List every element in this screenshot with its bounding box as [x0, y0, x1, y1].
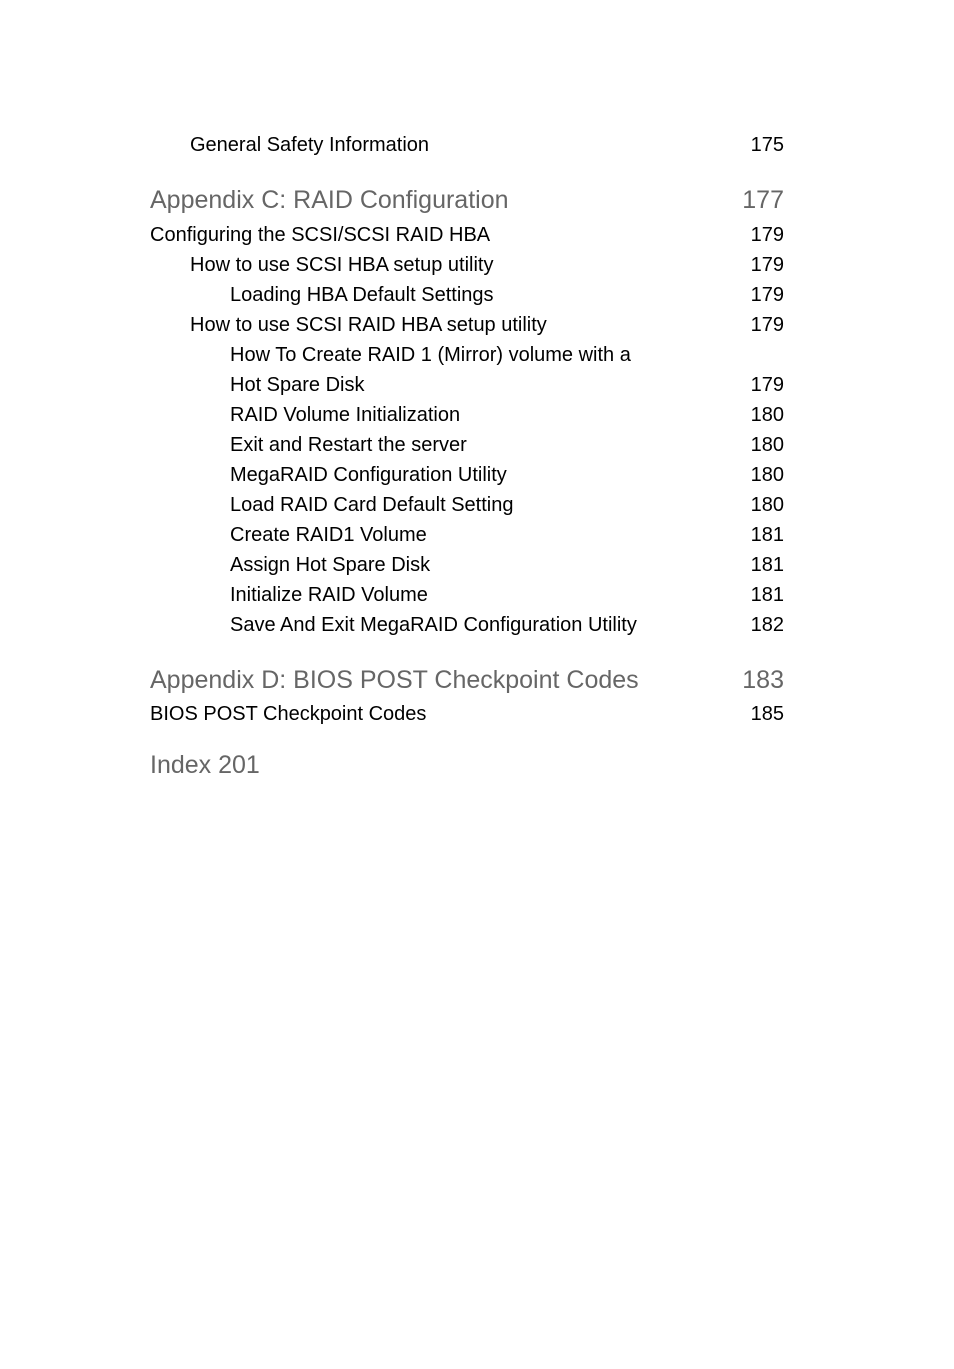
toc-entry: Configuring the SCSI/SCSI RAID HBA 179 [150, 220, 784, 250]
toc-entry: Create RAID1 Volume 181 [150, 520, 784, 550]
toc-label: Create RAID1 Volume [230, 520, 427, 550]
section-title: Appendix D: BIOS POST Checkpoint Codes [150, 662, 639, 700]
appendix-d-entries: BIOS POST Checkpoint Codes 185 [150, 699, 784, 729]
toc-entry: RAID Volume Initialization 180 [150, 400, 784, 430]
toc-label: Exit and Restart the server [230, 430, 467, 460]
section-heading-appendix-c: Appendix C: RAID Configuration 177 [150, 160, 784, 220]
toc-entry: How to use SCSI HBA setup utility 179 [150, 250, 784, 280]
toc-page: 179 [751, 280, 784, 310]
toc-entry: How To Create RAID 1 (Mirror) volume wit… [150, 340, 784, 370]
toc-label: Initialize RAID Volume [230, 580, 428, 610]
appendix-c-entries: Configuring the SCSI/SCSI RAID HBA179How… [150, 220, 784, 640]
toc-page: 179 [751, 310, 784, 340]
toc-page: 185 [751, 699, 784, 729]
toc-label: Configuring the SCSI/SCSI RAID HBA [150, 220, 490, 250]
toc-page: 180 [751, 490, 784, 520]
toc-label: RAID Volume Initialization [230, 400, 460, 430]
section-title: Appendix C: RAID Configuration [150, 182, 509, 220]
toc-page: 181 [751, 520, 784, 550]
toc-entry: Save And Exit MegaRAID Configuration Uti… [150, 610, 784, 640]
toc-label: How to use SCSI RAID HBA setup utility [190, 310, 547, 340]
toc-entry: Assign Hot Spare Disk 181 [150, 550, 784, 580]
toc-entry: General Safety Information 175 [150, 130, 784, 160]
toc-page: 181 [751, 550, 784, 580]
toc-label: How To Create RAID 1 (Mirror) volume wit… [230, 340, 631, 370]
toc-entry: MegaRAID Configuration Utility 180 [150, 460, 784, 490]
toc-label: How to use SCSI HBA setup utility [190, 250, 493, 280]
toc-entry: Initialize RAID Volume 181 [150, 580, 784, 610]
toc-entry: Hot Spare Disk 179 [150, 370, 784, 400]
toc-label: Hot Spare Disk [230, 370, 365, 400]
toc-label: BIOS POST Checkpoint Codes [150, 699, 426, 729]
toc-page: 175 [751, 130, 784, 160]
toc-page: 180 [751, 460, 784, 490]
toc-label: Assign Hot Spare Disk [230, 550, 430, 580]
toc-entry: Load RAID Card Default Setting 180 [150, 490, 784, 520]
toc-page: 179 [751, 370, 784, 400]
toc-entry: Loading HBA Default Settings 179 [150, 280, 784, 310]
section-page: 183 [742, 662, 784, 700]
toc-label: MegaRAID Configuration Utility [230, 460, 507, 490]
toc-page: 180 [751, 430, 784, 460]
toc-page: 182 [751, 610, 784, 640]
toc-entry: BIOS POST Checkpoint Codes 185 [150, 699, 784, 729]
toc-page: 179 [751, 250, 784, 280]
toc-page: 179 [751, 220, 784, 250]
section-page: 177 [742, 182, 784, 220]
toc-label: Loading HBA Default Settings [230, 280, 494, 310]
toc-label: Save And Exit MegaRAID Configuration Uti… [230, 610, 637, 640]
toc-entry: How to use SCSI RAID HBA setup utility 17… [150, 310, 784, 340]
index-heading: Index 201 [150, 751, 784, 780]
toc-label: Load RAID Card Default Setting [230, 490, 514, 520]
toc-entry: Exit and Restart the server 180 [150, 430, 784, 460]
toc-page: 181 [751, 580, 784, 610]
toc-page: 180 [751, 400, 784, 430]
section-heading-appendix-d: Appendix D: BIOS POST Checkpoint Codes 1… [150, 640, 784, 700]
toc-label: General Safety Information [190, 130, 429, 160]
